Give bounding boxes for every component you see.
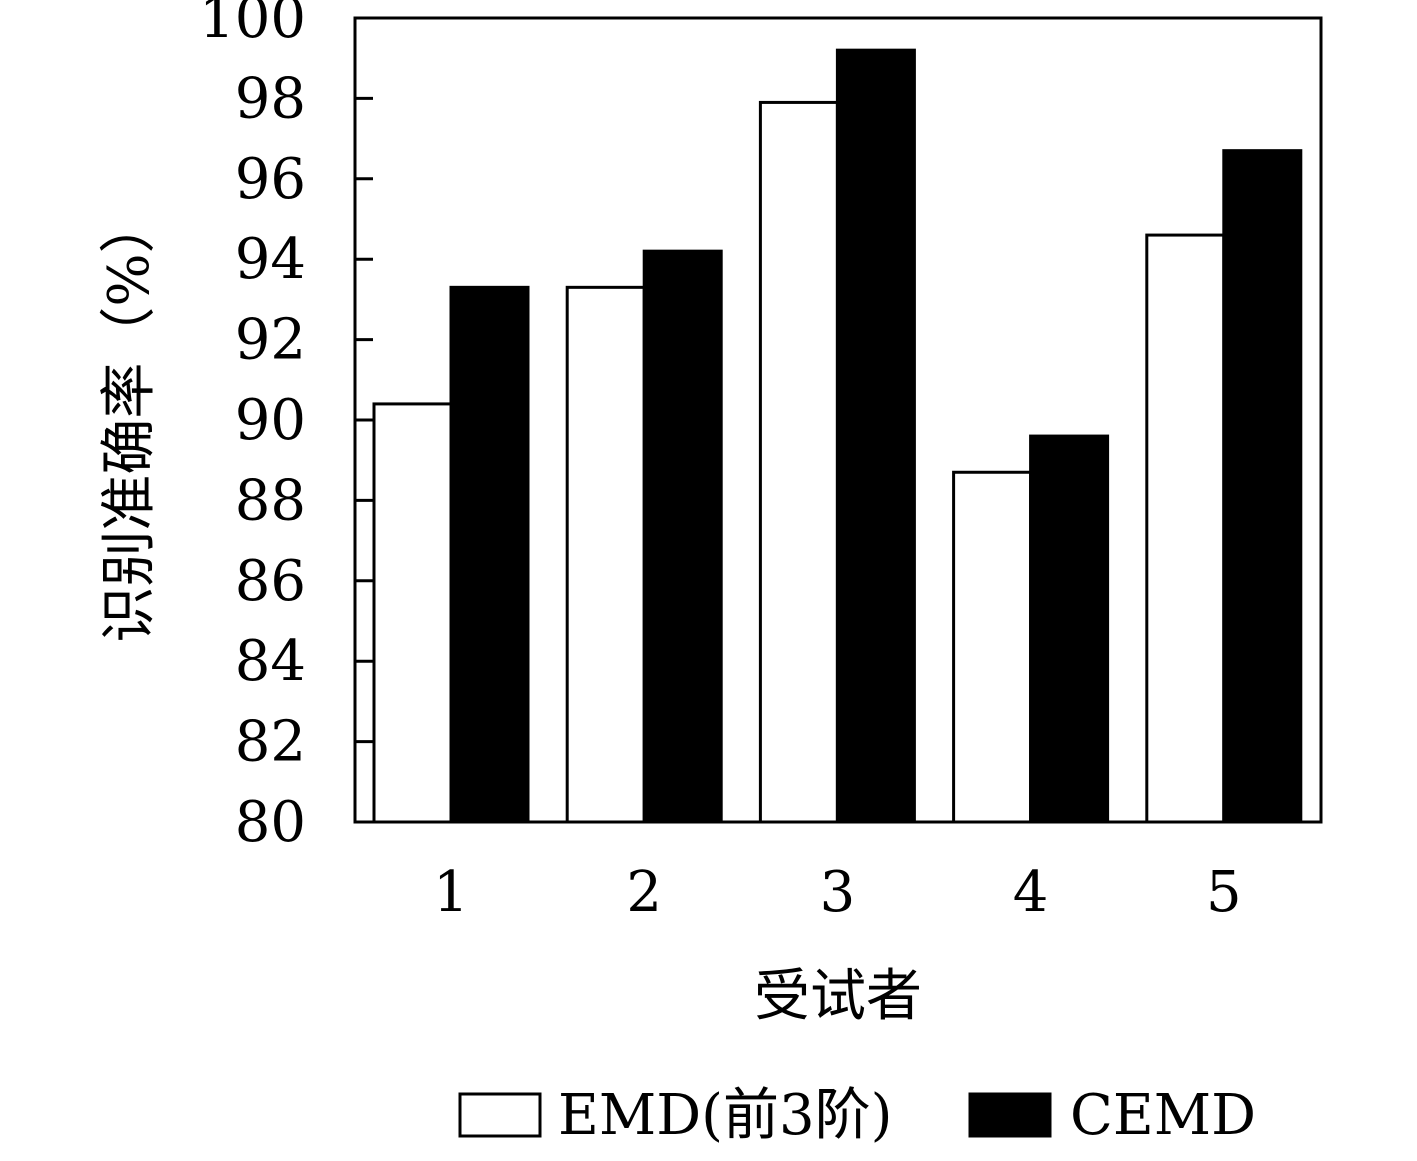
legend-label: EMD(前3阶) [558,1083,892,1148]
y-tick-label: 82 [235,710,306,775]
y-tick-label: 84 [235,629,306,694]
bar-cemd-subject-1 [449,285,530,824]
bar-cemd-subject-3 [835,48,916,824]
bar-emd-subject-3 [758,100,839,824]
x-tick-label: 1 [433,860,469,925]
x-tick-label: 5 [1206,860,1242,925]
legend: EMD(前3阶) CEMD [458,1083,1256,1148]
x-axis-label: 受试者 [754,964,922,1029]
y-tick-label: 92 [235,308,306,373]
bars-layer [372,48,1303,824]
bar-emd-subject-4 [952,470,1033,824]
bar-emd-subject-5 [1145,233,1226,824]
y-axis: 80 82 84 86 88 90 92 94 96 98 100 [199,0,373,855]
bar-emd-subject-2 [565,285,646,824]
x-axis: 1 2 3 4 5 [433,860,1241,925]
y-tick-label: 86 [235,549,306,614]
y-tick-label: 80 [235,790,306,855]
y-tick-label: 100 [199,0,306,51]
x-tick-label: 3 [820,860,856,925]
bar-emd-subject-1 [372,402,453,824]
bar-cemd-subject-4 [1029,434,1110,824]
x-tick-label: 2 [626,860,662,925]
legend-swatch [968,1092,1052,1138]
bar-cemd-subject-5 [1222,149,1303,824]
y-tick-label: 98 [235,66,306,131]
y-tick-label: 94 [235,227,306,292]
y-axis-label: 识别准确率（%） [97,197,162,642]
x-tick-label: 4 [1013,860,1049,925]
legend-label: CEMD [1070,1083,1256,1148]
legend-swatch [458,1092,542,1138]
bar-cemd-subject-2 [642,249,723,824]
y-tick-label: 88 [235,468,306,533]
y-tick-label: 96 [235,147,306,212]
y-tick-label: 90 [235,388,306,453]
